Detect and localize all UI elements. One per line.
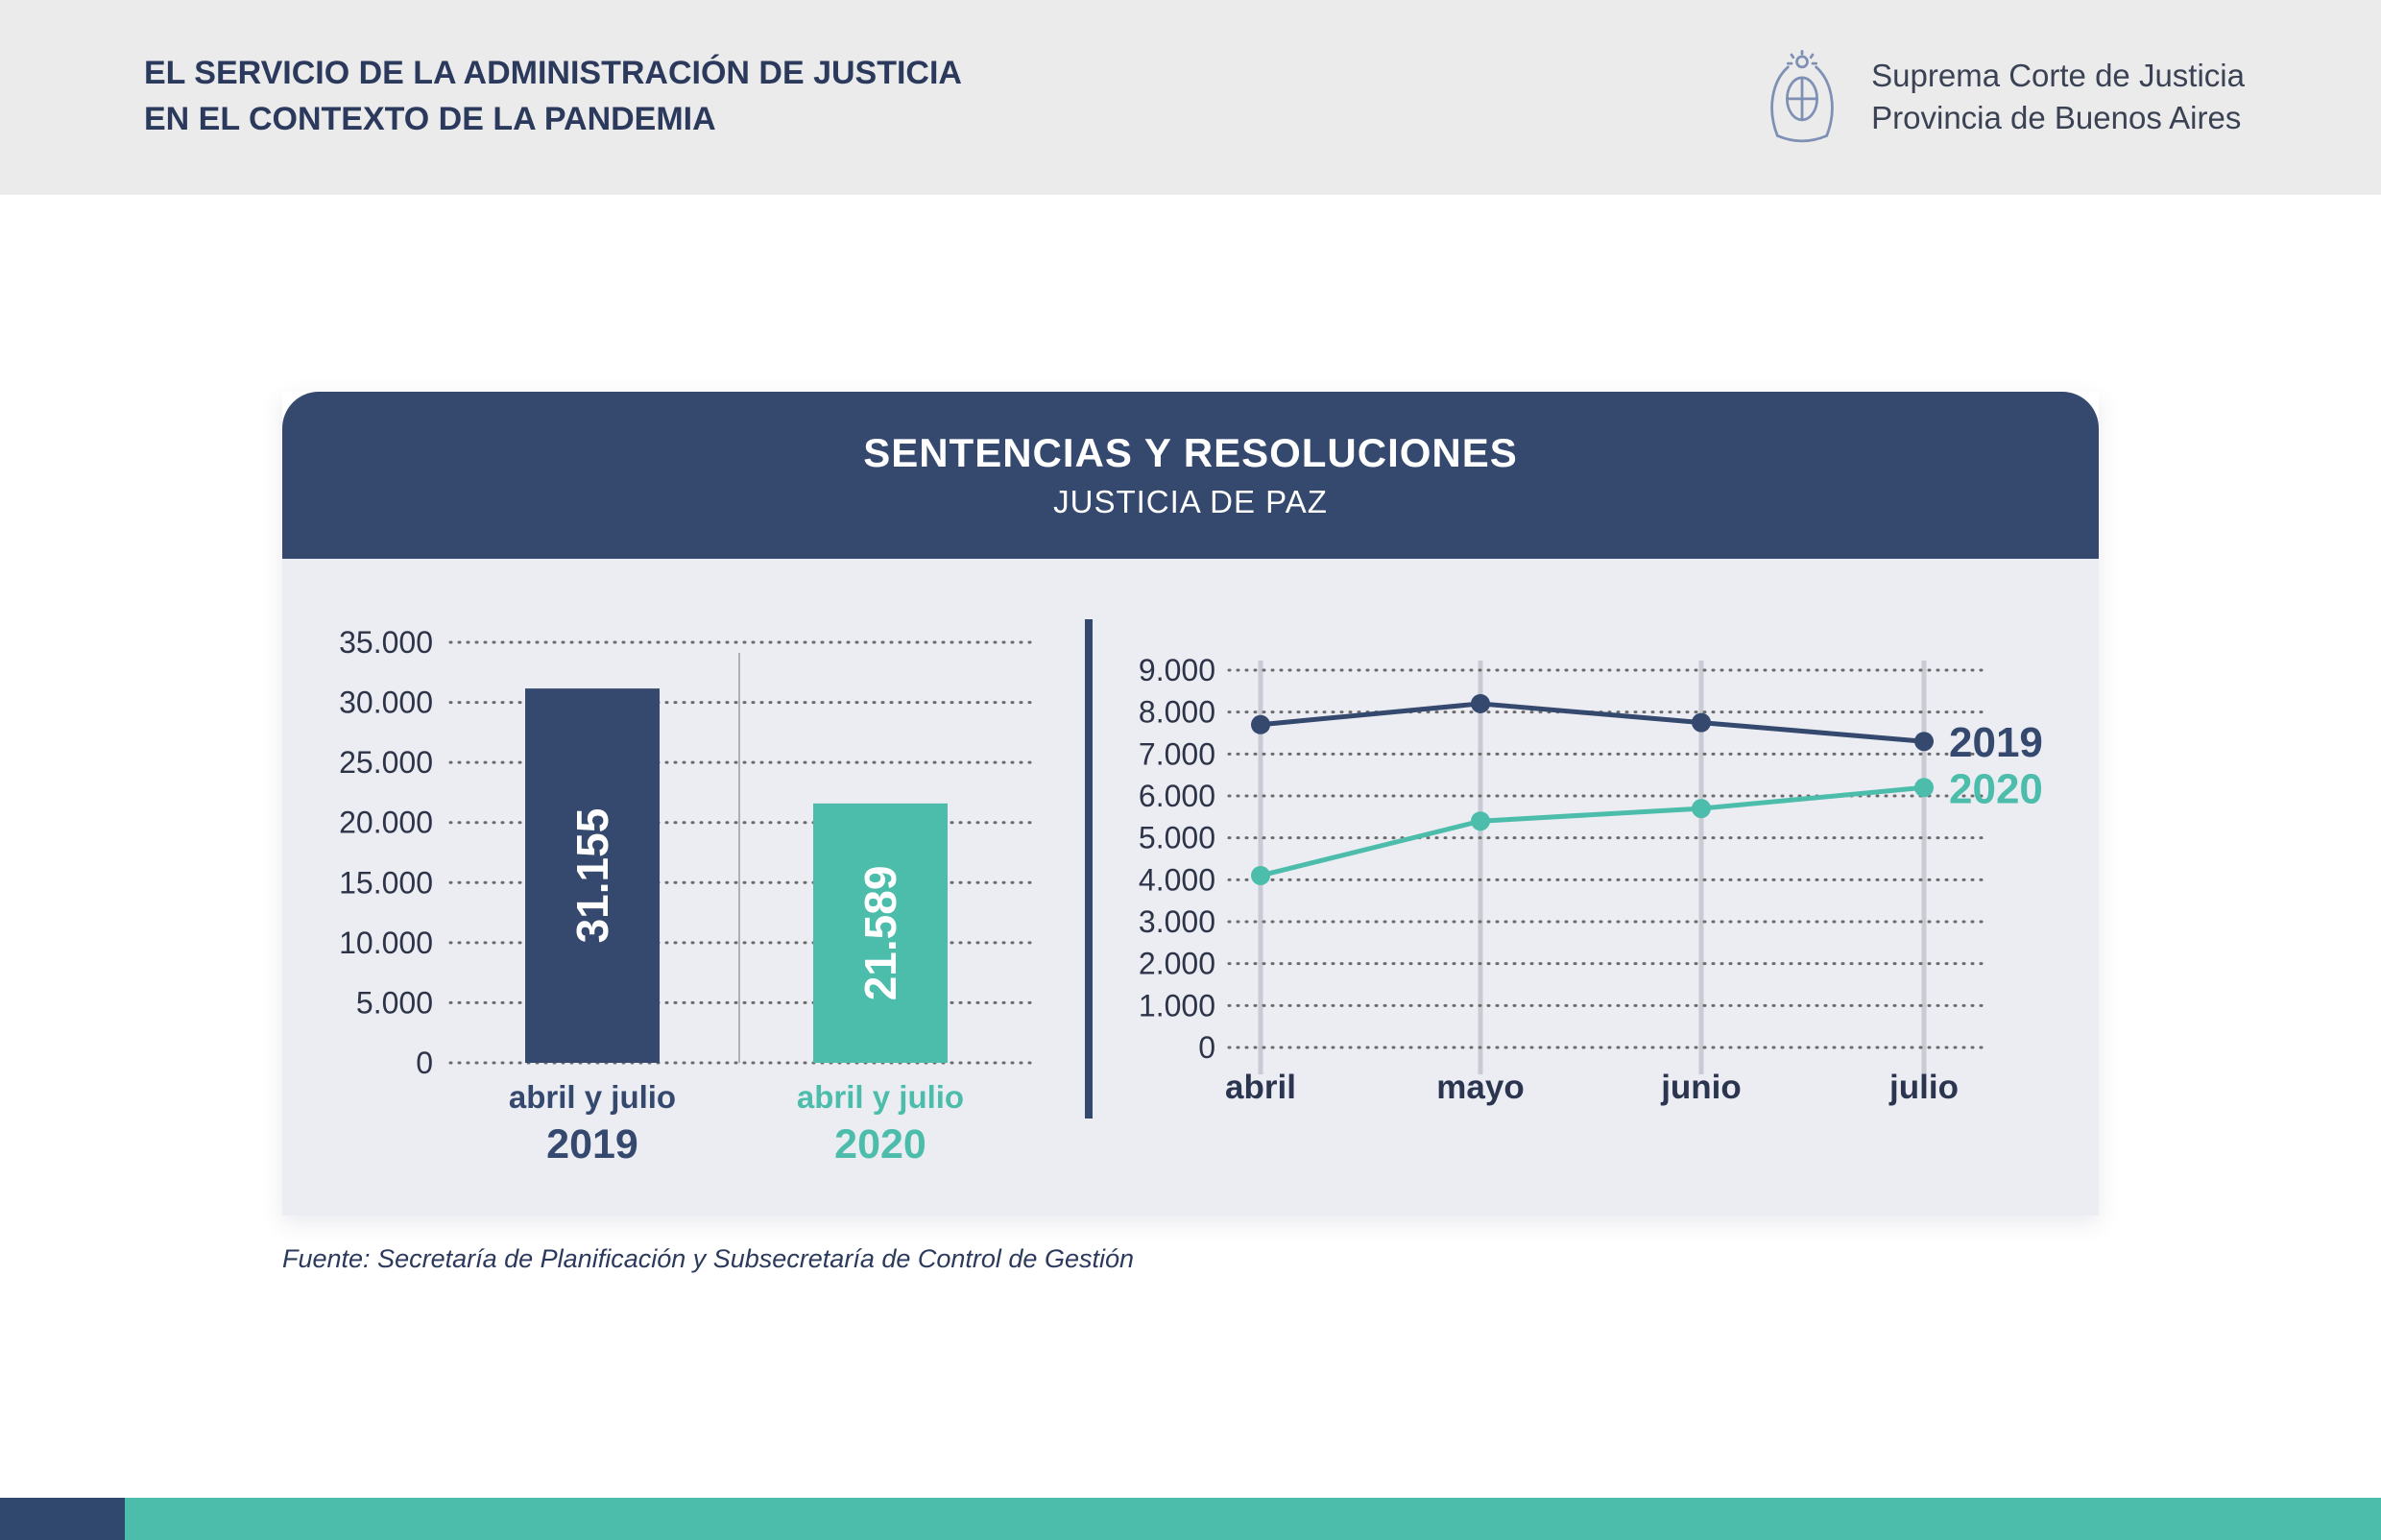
bar-category-label: abril y julio — [797, 1079, 964, 1115]
charts-canvas: 0 5.000 10.000 15.000 20.000 25.000 30.000 35.0… — [339, 619, 2043, 1167]
point-2019-julio — [1914, 732, 1934, 752]
bar-chart-y-tick-label: 35.000 — [339, 625, 433, 660]
point-2020-junio — [1692, 799, 1711, 819]
line-chart-x-label: junio — [1660, 1069, 1742, 1106]
point-2019-mayo — [1471, 693, 1490, 713]
page-header: EL SERVICIO DE LA ADMINISTRACIÓN DE JUST… — [0, 0, 2381, 195]
series-label-2020: 2020 — [1949, 765, 2043, 812]
bar-chart-y-tick-label: 5.000 — [356, 985, 433, 1020]
point-2019-abril — [1251, 714, 1270, 734]
card-subtitle: JUSTICIA DE PAZ — [1053, 484, 1328, 519]
line-chart-x-label: abril — [1225, 1069, 1296, 1106]
line-series-2020 — [1260, 784, 1925, 878]
line-chart-y-tick-label: 1.000 — [1139, 988, 1215, 1023]
page-title: EL SERVICIO DE LA ADMINISTRACIÓN DE JUST… — [144, 50, 962, 142]
bottom-strip-accent — [0, 1498, 125, 1540]
point-2020-abril — [1251, 865, 1270, 885]
line-chart-y-tick-label: 8.000 — [1139, 695, 1215, 730]
line-chart-x-label: mayo — [1436, 1069, 1524, 1106]
line-chart-y-tick-label: 6.000 — [1139, 779, 1215, 813]
page-title-line1: EL SERVICIO DE LA ADMINISTRACIÓN DE JUST… — [144, 55, 962, 91]
bar-2019 — [525, 688, 660, 1063]
org-region: Provincia de Buenos Aires — [1871, 100, 2242, 135]
org-name: Suprema Corte de Justicia — [1871, 58, 2245, 93]
line-chart-y-tick-label: 5.000 — [1139, 821, 1215, 855]
chart-divider — [1085, 619, 1093, 1119]
series-label-2019: 2019 — [1949, 719, 2043, 766]
point-2019-junio — [1692, 712, 1711, 733]
org-text: Suprema Corte de Justicia Provincia de B… — [1871, 55, 2245, 139]
bar-chart-y-tick-label: 15.000 — [339, 865, 433, 900]
card-title: SENTENCIAS Y RESOLUCIONES — [863, 430, 1518, 475]
line-chart-y-tick-label: 4.000 — [1139, 862, 1215, 897]
bar-chart-y-tick-label: 10.000 — [339, 926, 433, 960]
point-2020-julio — [1914, 778, 1934, 798]
bar-chart-y-tick-label: 20.000 — [339, 806, 433, 840]
card-body: 0 5.000 10.000 15.000 20.000 25.000 30.000 35.0… — [282, 559, 2099, 1215]
bar-year-label: 2020 — [834, 1121, 926, 1167]
line-series-2019 — [1260, 701, 1925, 744]
bottom-strip — [0, 1498, 2381, 1540]
line-chart-y-tick-label: 9.000 — [1139, 653, 1215, 687]
bar-category-label: abril y julio — [509, 1079, 676, 1115]
bar-chart-y-tick-label: 0 — [416, 1046, 433, 1080]
bar-year-label: 2019 — [546, 1121, 638, 1167]
line-chart-y-tick-label: 0 — [1198, 1030, 1215, 1065]
line-chart-y-tick-label: 7.000 — [1139, 736, 1215, 771]
bar-value-label: 21.589 — [855, 866, 905, 1001]
bar-2020 — [813, 803, 948, 1063]
line-chart-y-tick-label: 2.000 — [1139, 947, 1215, 981]
page-title-line2: EN EL CONTEXTO DE LA PANDEMIA — [144, 101, 716, 137]
bar-chart-y-tick-label: 30.000 — [339, 686, 433, 720]
point-2020-mayo — [1471, 811, 1490, 831]
bar-value-label: 31.155 — [567, 808, 617, 944]
org-block: Suprema Corte de Justicia Provincia de B… — [1758, 44, 2245, 150]
line-chart-y-tick-label: 3.000 — [1139, 904, 1215, 939]
chart-card: SENTENCIAS Y RESOLUCIONES JUSTICIA DE PA… — [282, 392, 2099, 1215]
source-note: Fuente: Secretaría de Planificación y Su… — [282, 1244, 1134, 1273]
card-header: SENTENCIAS Y RESOLUCIONES JUSTICIA DE PA… — [282, 392, 2099, 559]
bar-chart-y-tick-label: 25.000 — [339, 745, 433, 780]
court-crest-icon — [1770, 49, 1834, 143]
line-chart-x-label: julio — [1888, 1069, 1959, 1106]
